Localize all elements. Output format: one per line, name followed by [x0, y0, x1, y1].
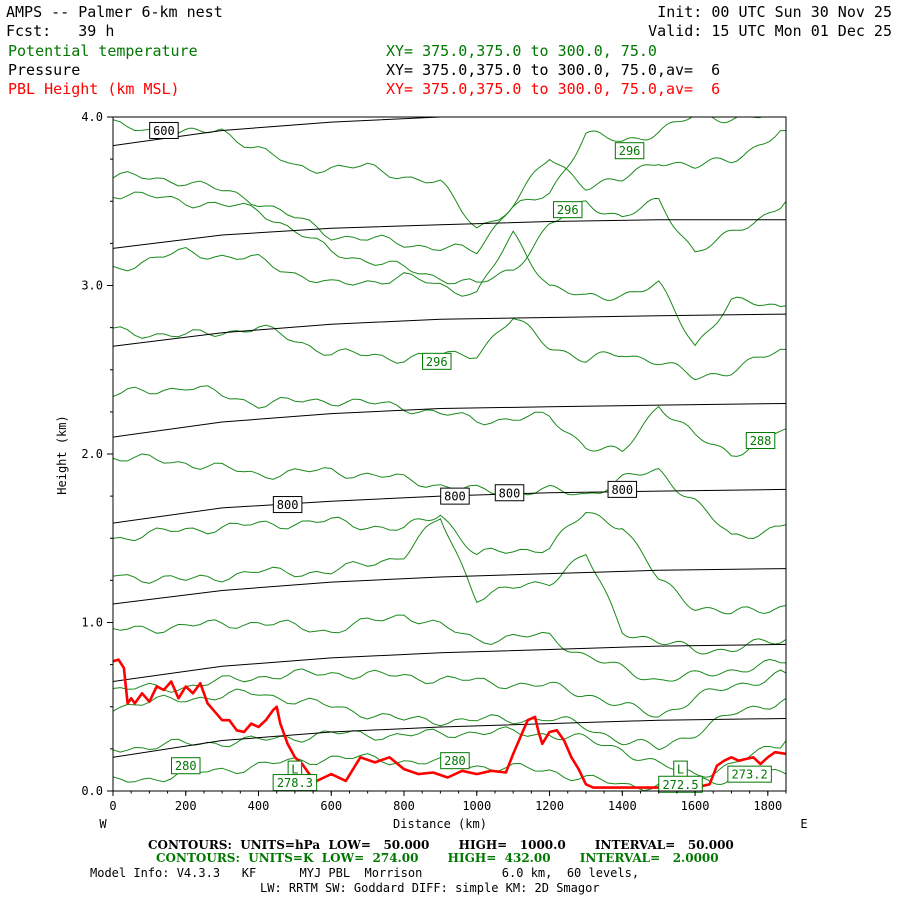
theta-contour-line: [113, 518, 786, 655]
x-axis-label: Distance (km): [393, 817, 487, 831]
pressure-contour-line: [113, 403, 786, 438]
theta-contour-line: [113, 511, 786, 615]
x-tick-label: 200: [175, 799, 197, 813]
footer-model-info: Model Info: V4.3.3 KF MYJ PBL Morrison 6…: [90, 866, 640, 880]
pressure-contour-line: [113, 643, 786, 682]
axes: 0 200 400 600 800 1000 1200 1400 1600 1800 0.0 1.0 2…: [81, 110, 787, 813]
pressure-label: 800: [444, 490, 466, 504]
y-tick-label: 4.0: [81, 110, 103, 124]
theta-contour-line: [113, 753, 786, 791]
x-right-direction: E: [800, 817, 807, 831]
theta-contour-line: [113, 385, 786, 457]
footer-theta-contours: CONTOURS: UNITS=K LOW= 274.00 HIGH= 432.…: [156, 851, 719, 865]
pressure-label: 800: [277, 498, 299, 512]
x-tick-label: 600: [320, 799, 342, 813]
theta-label-box: [440, 752, 470, 770]
x-tick-label: 800: [393, 799, 415, 813]
field2-name: Pressure: [8, 61, 81, 79]
theta-label: 296: [619, 144, 641, 158]
theta-label: L: [291, 763, 298, 777]
theta-label-box: [171, 757, 201, 775]
x-tick-label: 400: [248, 799, 270, 813]
theta-contour-line: [113, 117, 786, 229]
theta-label-box: [422, 352, 452, 370]
theta-label-box: [552, 201, 583, 219]
theta-contours: [113, 117, 786, 791]
pressure-label-box: [272, 496, 303, 514]
valid-time: Valid: 15 UTC Mon 01 Dec 25: [648, 22, 892, 40]
theta-label-box: [727, 765, 772, 783]
plot-frame: [112, 116, 787, 792]
x-tick-label: 1600: [681, 799, 710, 813]
theta-contour-line: [113, 614, 786, 682]
theta-contour-line: [113, 230, 786, 347]
pressure-label-box: [607, 480, 638, 498]
y-tick-label: 3.0: [81, 279, 103, 293]
theta-contour-line: [113, 688, 786, 751]
x-tick-label: 1200: [535, 799, 564, 813]
theta-label: 273.2: [732, 768, 768, 782]
theta-contour-line: [113, 453, 786, 540]
field1-xy: XY= 375.0,375.0 to 300.0, 75.0: [386, 42, 657, 60]
pressure-label: 800: [611, 483, 633, 497]
field1-name: Potential temperature: [8, 42, 198, 60]
y-tick-label: 0.0: [81, 784, 103, 798]
x-tick-label: 1000: [462, 799, 491, 813]
theta-label: 296: [557, 203, 579, 217]
y-tick-label: 2.0: [81, 447, 103, 461]
y-tick-label: 1.0: [81, 616, 103, 630]
x-tick-label: 1800: [753, 799, 782, 813]
init-time: Init: 00 UTC Sun 30 Nov 25: [657, 3, 892, 21]
theta-label: 280: [175, 759, 197, 773]
pressure-contour-line: [113, 219, 786, 249]
pressure-label: 800: [499, 486, 521, 500]
theta-contour-line: [113, 318, 786, 381]
theta-label: L: [677, 763, 684, 777]
pressure-contour-line: [113, 568, 786, 605]
field3-name: PBL Height (km MSL): [8, 80, 180, 98]
theta-label: 280: [444, 754, 466, 768]
theta-label-box: [658, 775, 703, 793]
theta-label: 278.3: [277, 776, 313, 790]
theta-label: 296: [426, 355, 448, 369]
pressure-contour-line: [113, 313, 786, 347]
x-tick-label: 1400: [608, 799, 637, 813]
footer-physics-info: LW: RRTM SW: Goddard DIFF: simple KM: 2D…: [260, 881, 600, 895]
pressure-label-box: [149, 121, 179, 139]
theta-label-box: [745, 432, 776, 450]
field3-xy: XY= 375.0,375.0 to 300.0, 75.0,av= 6: [386, 80, 721, 98]
forecast-hour: Fcst: 39 h: [6, 22, 115, 40]
pressure-contours: [113, 117, 786, 758]
theta-contour-line: [113, 726, 786, 778]
field2-xy: XY= 375.0,375.0 to 300.0, 75.0,av= 6: [386, 61, 721, 79]
y-axis-label: Height (km): [55, 415, 69, 494]
pressure-contour-line: [113, 117, 457, 147]
theta-contour-line: [113, 191, 786, 285]
pressure-label: 600: [153, 124, 175, 138]
theta-contour-line: [113, 668, 786, 718]
pressure-label-box: [494, 484, 525, 502]
theta-contour-line: [113, 130, 786, 255]
x-tick-label: 0: [109, 799, 116, 813]
theta-label-box: [614, 142, 645, 160]
theta-label: 288: [750, 434, 772, 448]
chart-title: AMPS -- Palmer 6-km nest: [6, 3, 223, 21]
pressure-label-box: [440, 487, 470, 505]
footer-pressure-contours: CONTOURS: UNITS=hPa LOW= 50.000 HIGH= 10…: [148, 838, 734, 852]
pressure-contour-line: [113, 718, 786, 758]
x-left-direction: W: [99, 817, 107, 831]
theta-label: 272.5: [662, 778, 698, 792]
